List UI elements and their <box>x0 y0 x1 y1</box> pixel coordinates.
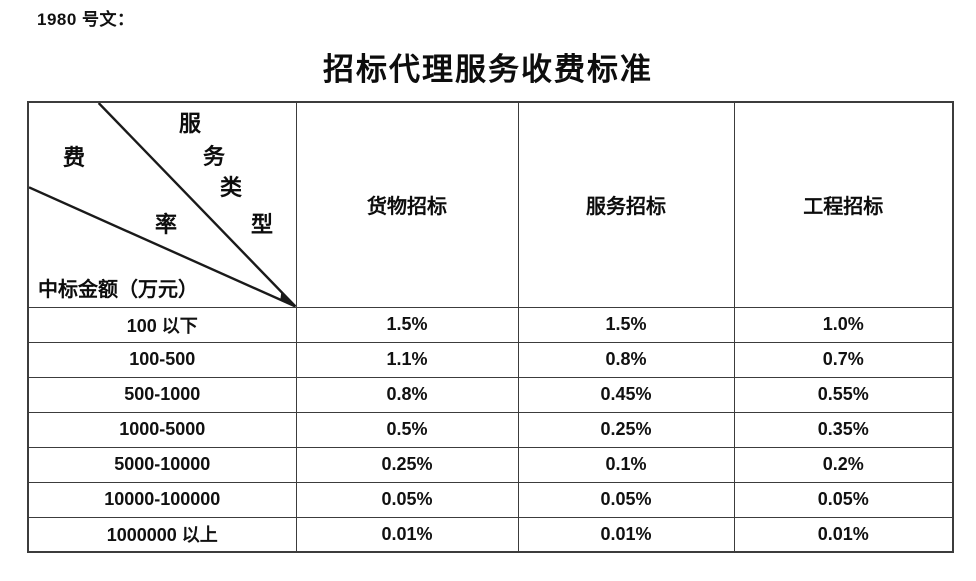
rate-cell: 0.05% <box>733 481 954 518</box>
doc-number-label: 1980 号文： <box>37 10 135 29</box>
rate-cell: 0.05% <box>517 481 735 518</box>
rate-cell: 0.01% <box>295 516 519 553</box>
column-header-services: 服务招标 <box>517 101 735 308</box>
rate-cell: 0.55% <box>733 376 954 413</box>
corner-service-type-char-1: 服 <box>178 111 202 136</box>
corner-amount-label: 中标金额（万元） <box>38 279 198 301</box>
rate-cell: 0.35% <box>733 411 954 448</box>
page-title: 招标代理服务收费标准 <box>323 52 653 87</box>
row-range-cell: 100 以下 <box>27 306 297 343</box>
rate-cell: 1.5% <box>295 306 519 343</box>
row-range-cell: 500-1000 <box>27 376 297 413</box>
table-row: 1000-5000 0.5% 0.25% 0.35% <box>27 411 954 448</box>
row-range-cell: 100-500 <box>27 341 297 378</box>
rate-cell: 0.1% <box>517 446 735 483</box>
rate-cell: 1.5% <box>517 306 735 343</box>
rate-cell: 1.1% <box>295 341 519 378</box>
rate-cell: 0.01% <box>517 516 735 553</box>
rate-cell: 0.05% <box>295 481 519 518</box>
row-range-cell: 5000-10000 <box>27 446 297 483</box>
column-header-works: 工程招标 <box>733 101 954 308</box>
rate-cell: 1.0% <box>733 306 954 343</box>
table-row: 10000-100000 0.05% 0.05% 0.05% <box>27 481 954 518</box>
corner-service-type-char-2: 务 <box>202 144 226 169</box>
row-range-cell: 10000-100000 <box>27 481 297 518</box>
rate-cell: 0.7% <box>733 341 954 378</box>
fee-rate-table: 服 务 类 型 费 率 中标金额（万元） 货物招标 服务招标 工程招标 100 … <box>27 101 954 553</box>
rate-cell: 0.25% <box>517 411 735 448</box>
table-row: 5000-10000 0.25% 0.1% 0.2% <box>27 446 954 483</box>
rate-cell: 0.2% <box>733 446 954 483</box>
corner-header-cell: 服 务 类 型 费 率 中标金额（万元） <box>27 101 297 308</box>
rate-cell: 0.5% <box>295 411 519 448</box>
rate-cell: 0.8% <box>295 376 519 413</box>
corner-service-type-char-4: 型 <box>250 212 274 237</box>
row-range-cell: 1000-5000 <box>27 411 297 448</box>
table-row: 500-1000 0.8% 0.45% 0.55% <box>27 376 954 413</box>
rate-cell: 0.45% <box>517 376 735 413</box>
corner-service-type-char-3: 类 <box>219 175 243 200</box>
table-header-row: 服 务 类 型 费 率 中标金额（万元） 货物招标 服务招标 工程招标 <box>27 101 954 308</box>
rate-cell: 0.01% <box>733 516 954 553</box>
column-header-goods: 货物招标 <box>295 101 519 308</box>
table-row: 1000000 以上 0.01% 0.01% 0.01% <box>27 516 954 553</box>
row-range-cell: 1000000 以上 <box>27 516 297 553</box>
diagonal-divider-lines <box>29 103 295 306</box>
corner-rate-char-2: 率 <box>154 212 178 237</box>
table-row: 100-500 1.1% 0.8% 0.7% <box>27 341 954 378</box>
table-row: 100 以下 1.5% 1.5% 1.0% <box>27 306 954 343</box>
rate-cell: 0.8% <box>517 341 735 378</box>
rate-cell: 0.25% <box>295 446 519 483</box>
corner-rate-char-1: 费 <box>62 145 86 170</box>
